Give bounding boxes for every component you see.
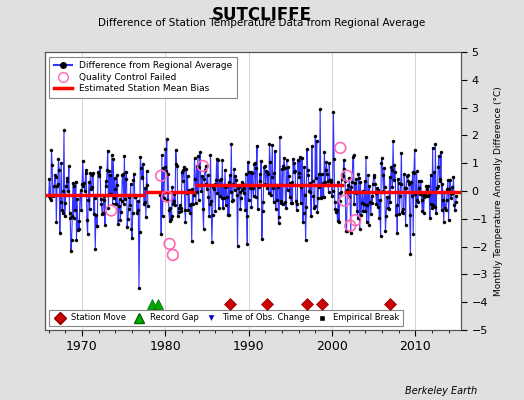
- Point: [169, 252, 177, 258]
- Point: [336, 145, 344, 151]
- Point: [340, 198, 348, 204]
- Point: [343, 172, 351, 179]
- Point: [157, 172, 166, 179]
- Point: [163, 193, 171, 200]
- Point: [199, 163, 207, 169]
- Point: [165, 241, 173, 247]
- Y-axis label: Monthly Temperature Anomaly Difference (°C): Monthly Temperature Anomaly Difference (…: [494, 86, 503, 296]
- Point: [346, 222, 355, 229]
- Point: [351, 217, 359, 223]
- Legend: Station Move, Record Gap, Time of Obs. Change, Empirical Break: Station Move, Record Gap, Time of Obs. C…: [49, 310, 402, 326]
- Point: [107, 207, 115, 214]
- Text: SUTCLIFFE: SUTCLIFFE: [212, 6, 312, 24]
- Text: Berkeley Earth: Berkeley Earth: [405, 386, 477, 396]
- Text: Difference of Station Temperature Data from Regional Average: Difference of Station Temperature Data f…: [99, 18, 425, 28]
